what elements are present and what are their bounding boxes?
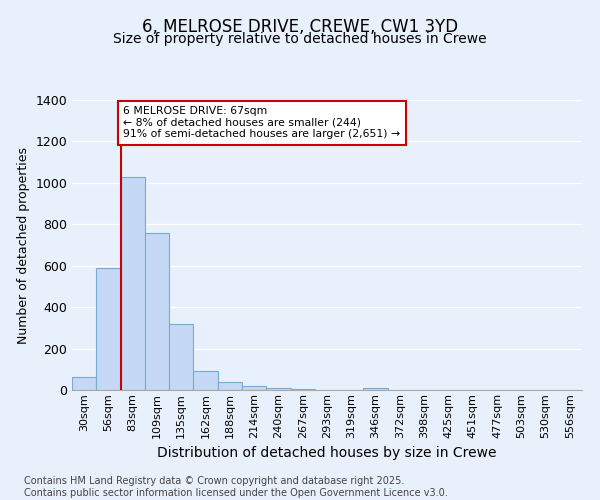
Bar (364, 388, 388, 390)
Text: Contains HM Land Registry data © Crown copyright and database right 2025.
Contai: Contains HM Land Registry data © Crown c… (24, 476, 448, 498)
Bar (193, 372, 218, 390)
Bar (96, 268, 121, 390)
Bar (121, 176, 145, 390)
Text: Size of property relative to detached houses in Crewe: Size of property relative to detached ho… (113, 32, 487, 46)
X-axis label: Distribution of detached houses by size in Crewe: Distribution of detached houses by size … (157, 446, 497, 460)
Bar (169, 324, 193, 390)
Y-axis label: Number of detached properties: Number of detached properties (17, 146, 30, 344)
Bar (242, 386, 266, 390)
Bar (145, 232, 169, 390)
Bar (72, 376, 96, 390)
Text: 6 MELROSE DRIVE: 67sqm
← 8% of detached houses are smaller (244)
91% of semi-det: 6 MELROSE DRIVE: 67sqm ← 8% of detached … (123, 106, 400, 140)
Text: 6, MELROSE DRIVE, CREWE, CW1 3YD: 6, MELROSE DRIVE, CREWE, CW1 3YD (142, 18, 458, 36)
Bar (218, 382, 242, 390)
Bar (266, 388, 290, 390)
